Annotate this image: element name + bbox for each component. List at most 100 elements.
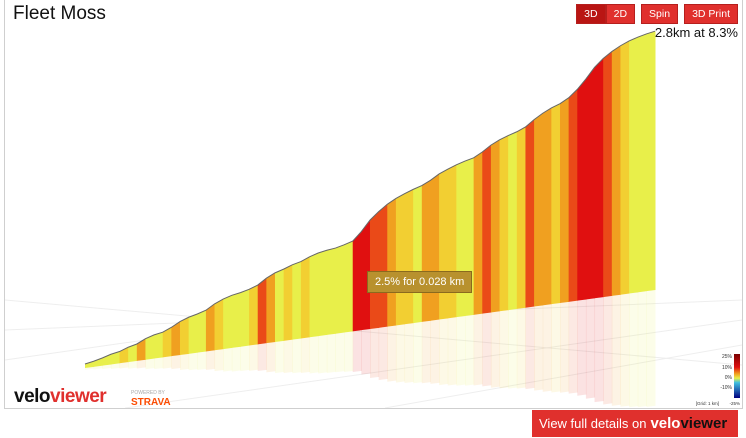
gradient-segment[interactable]: [361, 220, 371, 331]
gradient-segment[interactable]: [447, 164, 457, 319]
gradient-segment[interactable]: [309, 253, 319, 338]
gradient-segment[interactable]: [370, 211, 380, 329]
segment-reflection: [421, 320, 431, 384]
gradient-segment[interactable]: [154, 332, 164, 359]
gradient-segment[interactable]: [188, 314, 198, 354]
segment-reflection: [620, 293, 630, 407]
gradient-segment[interactable]: [594, 58, 604, 299]
gradient-segment[interactable]: [110, 351, 121, 365]
gradient-segment[interactable]: [542, 107, 552, 306]
gradient-segment[interactable]: [136, 338, 146, 361]
segment-reflection: [102, 364, 112, 370]
gradient-segment[interactable]: [205, 303, 216, 352]
gradient-segment[interactable]: [85, 361, 95, 368]
gradient-segment[interactable]: [145, 334, 155, 360]
gradient-segment[interactable]: [128, 343, 138, 363]
gradient-segment[interactable]: [560, 97, 570, 303]
segment-reflection: [361, 329, 371, 375]
gradient-segment[interactable]: [577, 78, 587, 301]
segment-reflection: [490, 311, 501, 388]
gradient-segment[interactable]: [266, 272, 276, 344]
segment-reflection: [585, 298, 596, 399]
segment-reflection: [119, 362, 129, 369]
gradient-segment[interactable]: [300, 256, 311, 339]
segment-reflection: [352, 330, 362, 373]
gradient-segment[interactable]: [499, 135, 509, 312]
gradient-segment[interactable]: [249, 285, 259, 346]
gradient-segment[interactable]: [395, 193, 406, 326]
gradient-segment[interactable]: [525, 119, 535, 308]
elevation-profile-3d[interactable]: [5, 0, 742, 408]
gradient-segment[interactable]: [421, 180, 431, 322]
gradient-segment[interactable]: [585, 67, 596, 300]
segment-reflection: [473, 313, 483, 386]
segment-title: Fleet Moss: [13, 3, 106, 24]
gradient-segment[interactable]: [231, 292, 241, 348]
segment-reflection: [439, 318, 449, 386]
gradient-segment[interactable]: [404, 189, 414, 325]
gradient-segment[interactable]: [430, 173, 440, 321]
gradient-segment[interactable]: [568, 89, 578, 302]
view-3d-button[interactable]: 3D: [576, 4, 606, 24]
segment-reflection: [266, 342, 276, 373]
spin-button[interactable]: Spin: [641, 4, 679, 24]
gradient-segment[interactable]: [490, 139, 501, 313]
gradient-segment[interactable]: [378, 204, 388, 328]
strava-logo[interactable]: STRAVA: [131, 397, 171, 408]
logo-part-velo: velo: [14, 386, 51, 407]
gradient-segment[interactable]: [162, 327, 172, 358]
gradient-segment[interactable]: [603, 51, 613, 298]
gradient-segment[interactable]: [352, 231, 362, 332]
segment-reflection: [560, 301, 570, 393]
gradient-segment[interactable]: [611, 45, 621, 296]
gradient-segment[interactable]: [283, 264, 293, 341]
gradient-segment[interactable]: [473, 152, 483, 315]
segment-reflection: [257, 343, 267, 372]
segment-reflection: [275, 340, 285, 374]
gradient-segment[interactable]: [326, 248, 336, 335]
view-2d-button[interactable]: 2D: [605, 4, 636, 24]
gradient-segment[interactable]: [387, 198, 397, 327]
gradient-segment[interactable]: [223, 295, 233, 350]
profile-viewer: Fleet Moss 3D 2D Spin 3D Print 2.8km at …: [4, 0, 743, 409]
gradient-segment[interactable]: [197, 310, 207, 353]
gradient-segment[interactable]: [257, 278, 267, 345]
segment-reflection: [370, 327, 380, 379]
grid-line: [124, 319, 742, 408]
gradient-segment[interactable]: [413, 185, 423, 324]
3d-print-button[interactable]: 3D Print: [684, 4, 738, 24]
gradient-segment[interactable]: [508, 131, 518, 311]
gradient-segment[interactable]: [620, 40, 630, 295]
gradient-segment[interactable]: [119, 347, 129, 364]
segment-reflection: [568, 300, 578, 394]
gradient-segment[interactable]: [551, 103, 561, 305]
gradient-segments: [85, 31, 656, 368]
segment-reflection: [283, 339, 293, 374]
segment-reflection: [110, 363, 121, 370]
cta-logo-velo: velo: [650, 415, 681, 432]
gradient-segment[interactable]: [318, 250, 328, 337]
segment-reflection: [629, 292, 639, 408]
gradient-segment[interactable]: [180, 317, 190, 355]
gradient-segment[interactable]: [456, 161, 466, 318]
gradient-segment[interactable]: [482, 145, 492, 314]
gradient-segment[interactable]: [516, 126, 526, 309]
gradient-segment[interactable]: [275, 269, 285, 342]
gradient-segment[interactable]: [335, 244, 345, 334]
gradient-segment[interactable]: [629, 37, 639, 294]
gradient-segment[interactable]: [646, 31, 656, 292]
legend-label: -10%: [720, 385, 732, 391]
view-full-details-button[interactable]: View full details on velo viewer: [532, 410, 738, 437]
gradient-segment[interactable]: [214, 299, 224, 351]
gradient-segment[interactable]: [171, 321, 181, 357]
veloviewer-logo[interactable]: veloviewer: [14, 386, 107, 408]
gradient-segment[interactable]: [93, 358, 103, 367]
gradient-segment[interactable]: [439, 169, 449, 320]
view-toggle: 3D 2D: [576, 4, 636, 24]
gradient-segment[interactable]: [534, 113, 544, 307]
gradient-segment[interactable]: [292, 261, 302, 340]
gradient-segment[interactable]: [240, 289, 250, 347]
gradient-segment[interactable]: [344, 241, 354, 333]
segment-reflection: [240, 345, 250, 372]
gradient-segment[interactable]: [637, 33, 647, 293]
